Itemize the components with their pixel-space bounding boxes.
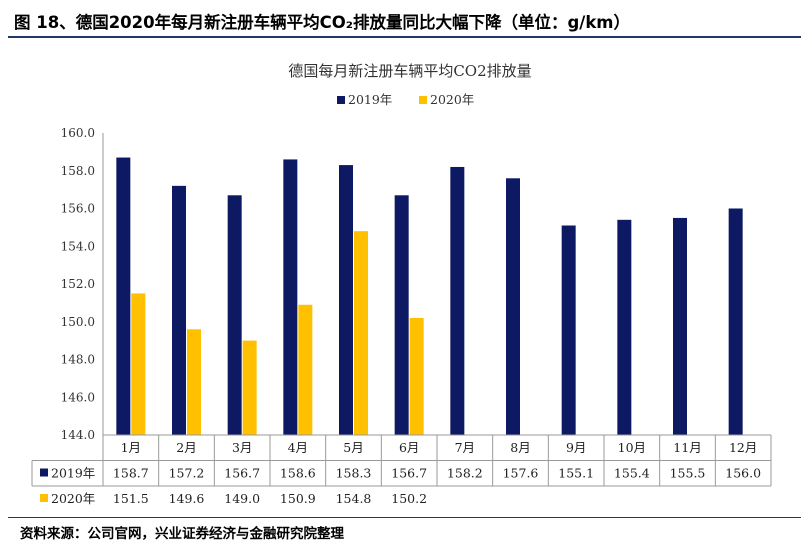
source-rule bbox=[8, 517, 801, 518]
legend-swatch bbox=[419, 96, 427, 104]
bar-series1 bbox=[339, 165, 353, 435]
x-tick-label: 6月 bbox=[399, 440, 419, 455]
data-label: 158.7 bbox=[113, 466, 149, 481]
legend: 2019年 2020年 bbox=[337, 92, 474, 107]
y-tick-label: 152.0 bbox=[61, 277, 95, 291]
data-label: 158.3 bbox=[336, 466, 372, 481]
bar-series2 bbox=[354, 231, 368, 435]
y-tick-label: 150.0 bbox=[61, 315, 95, 329]
data-label: 156.7 bbox=[391, 466, 427, 481]
y-tick-label: 146.0 bbox=[61, 390, 95, 404]
bar-series1 bbox=[617, 219, 632, 435]
bar-series1 bbox=[394, 195, 409, 435]
table-series-swatch bbox=[40, 468, 48, 477]
y-tick-label: 160.0 bbox=[61, 126, 95, 140]
bar-series1 bbox=[116, 157, 131, 435]
x-tick-label: 12月 bbox=[729, 440, 757, 455]
x-tick-label: 5月 bbox=[343, 440, 363, 455]
table-series-name: 2020年 bbox=[51, 491, 95, 506]
x-tick-label: 3月 bbox=[232, 440, 252, 455]
data-label: 151.5 bbox=[113, 491, 149, 506]
data-label: 154.8 bbox=[336, 491, 372, 506]
bar-series1 bbox=[450, 166, 465, 435]
data-label: 149.6 bbox=[169, 491, 205, 506]
chart-title: 德国每月新注册车辆平均CO2排放量 bbox=[288, 62, 531, 80]
y-tick-label: 144.0 bbox=[61, 428, 95, 442]
bar-series2 bbox=[242, 340, 257, 435]
data-label: 157.6 bbox=[503, 466, 539, 481]
source-note: 资料来源：公司官网，兴业证券经济与金融研究院整理 bbox=[20, 526, 344, 542]
table-series-swatch bbox=[40, 494, 48, 502]
x-tick-label: 7月 bbox=[455, 440, 475, 455]
x-tick-label: 2月 bbox=[176, 440, 196, 455]
x-tick-label: 1月 bbox=[121, 440, 141, 455]
data-label: 150.9 bbox=[280, 491, 316, 506]
bar-series2 bbox=[187, 329, 201, 435]
data-label: 155.1 bbox=[558, 466, 594, 481]
data-label: 157.2 bbox=[169, 466, 205, 481]
y-tick-label: 158.0 bbox=[61, 164, 95, 178]
bar-series1 bbox=[506, 178, 520, 436]
x-tick-label: 9月 bbox=[566, 440, 586, 455]
title-rule bbox=[8, 36, 801, 38]
y-tick-label: 154.0 bbox=[61, 239, 95, 253]
bar-series1 bbox=[561, 225, 576, 435]
bar-series1 bbox=[172, 185, 186, 435]
x-tick-label: 11月 bbox=[673, 440, 701, 455]
bar-series2 bbox=[298, 304, 313, 435]
figure-title: 图 18、德国2020年每月新注册车辆平均CO₂排放量同比大幅下降（单位：g/k… bbox=[14, 13, 630, 32]
data-label: 158.2 bbox=[447, 466, 483, 481]
table-series-name: 2019年 bbox=[51, 466, 95, 481]
y-tick-label: 148.0 bbox=[61, 353, 95, 367]
bar-series1 bbox=[728, 208, 743, 435]
bar-series1 bbox=[673, 217, 687, 435]
x-tick-label: 10月 bbox=[618, 440, 646, 455]
bar-series2 bbox=[409, 317, 424, 435]
legend-label: 2020年 bbox=[430, 92, 474, 107]
data-label: 156.7 bbox=[224, 466, 260, 481]
data-label: 149.0 bbox=[224, 491, 260, 506]
y-axis: 144.0 146.0 148.0 150.0 152.0 154.0 156.0 158.0… bbox=[61, 126, 104, 486]
data-label: 158.6 bbox=[280, 466, 316, 481]
bar-series1 bbox=[283, 159, 298, 436]
data-label: 155.4 bbox=[614, 466, 650, 481]
legend-label: 2019年 bbox=[348, 92, 392, 107]
data-table: 1月 2月 3月 4月 5月 6月 7月 8月 9月 10月 11月 12月 2019年 158.7 157… bbox=[31, 434, 772, 506]
x-tick-label: 4月 bbox=[288, 440, 308, 455]
data-label: 155.5 bbox=[670, 466, 706, 481]
data-label: 150.2 bbox=[391, 491, 427, 506]
data-label: 156.0 bbox=[725, 466, 761, 481]
bar-series2 bbox=[131, 293, 146, 435]
y-tick-label: 156.0 bbox=[61, 202, 95, 216]
x-tick-label: 8月 bbox=[510, 440, 530, 455]
legend-swatch bbox=[337, 96, 345, 104]
bars bbox=[116, 157, 743, 436]
bar-series1 bbox=[227, 195, 242, 435]
